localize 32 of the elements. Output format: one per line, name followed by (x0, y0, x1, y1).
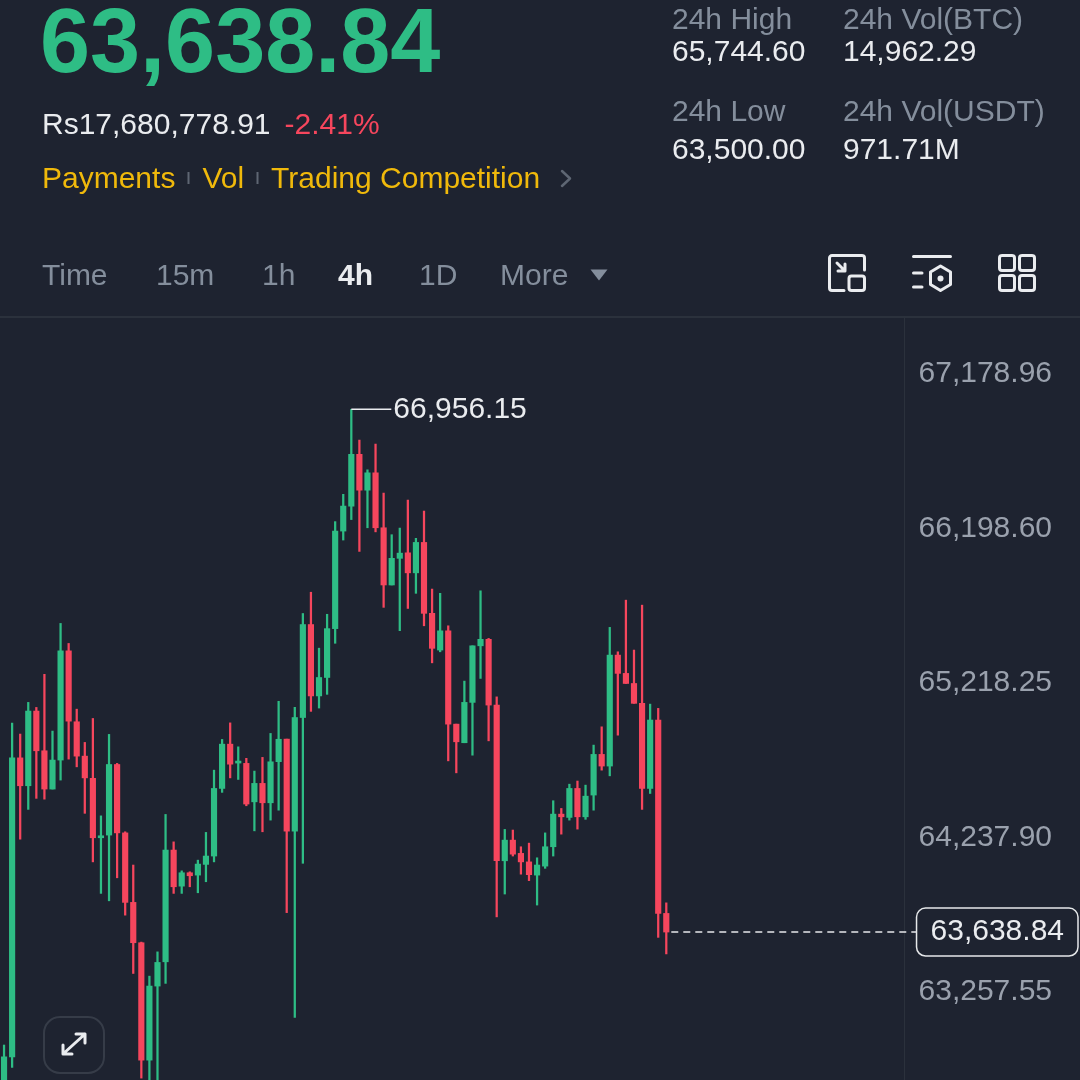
text: -2.41% (284, 106, 380, 142)
text: 15m (156, 257, 215, 293)
text: 65,744.60 (672, 34, 806, 69)
text: 4h (338, 257, 374, 293)
candlestick (154, 951, 161, 1080)
ref-line-label: 63,638.84 (930, 913, 1064, 947)
text: Rs17,680,778.91 (42, 106, 271, 142)
text: 14,962.29 (843, 34, 977, 69)
text: More (500, 257, 569, 293)
text: 24h Vol(USDT) (843, 93, 1045, 129)
candlestick (364, 469, 371, 529)
text: 63,500.00 (672, 131, 806, 167)
y-tick-label: 64,237.90 (918, 818, 1053, 852)
text: 24h Vol(BTC) (843, 1, 1024, 37)
candlestick (259, 757, 266, 833)
text: 1h (262, 257, 296, 293)
y-tick-label: 66,198.60 (918, 509, 1053, 543)
text: 24h Low (672, 93, 786, 129)
annotation: 66,956.15 (393, 391, 527, 425)
text: 24h High (672, 1, 793, 37)
text: Trading Competition (271, 160, 541, 196)
y-tick-label: 63,257.55 (918, 973, 1053, 1007)
text: Payments (42, 160, 176, 196)
candlestick (251, 770, 258, 832)
text: Vol (202, 160, 245, 196)
y-tick-label: 65,218.25 (918, 664, 1053, 698)
text: 1D (419, 257, 458, 293)
y-tick-label: 67,178.96 (918, 355, 1053, 389)
text: 63,638.84 (40, 0, 441, 91)
text: 971.71M (843, 131, 960, 167)
candlestick (41, 674, 48, 800)
text: Time (42, 257, 108, 293)
